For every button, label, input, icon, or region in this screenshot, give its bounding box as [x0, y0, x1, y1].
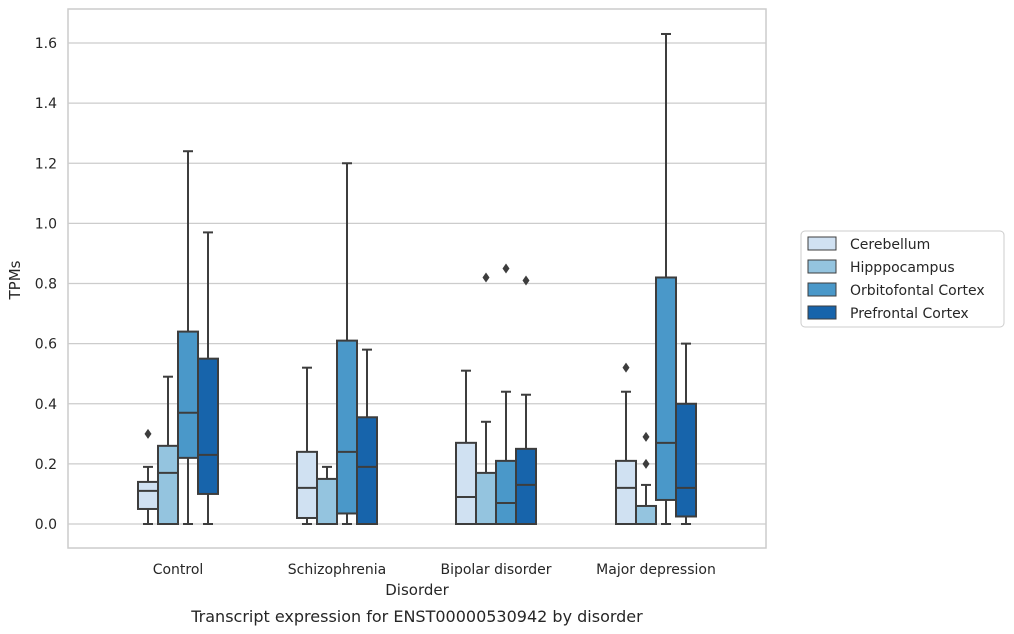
- box-orbitofontal-cortex-bipolar-disorder: [495, 263, 517, 525]
- box-iqr: [197, 357, 219, 495]
- x-axis-title: Disorder: [385, 581, 449, 599]
- box-iqr: [177, 330, 199, 459]
- box-cerebellum-bipolar-disorder: [455, 369, 477, 525]
- legend-label-orbitofontal-cortex: Orbitofontal Cortex: [850, 283, 985, 299]
- x-tick-labels: Control Schizophrenia Bipolar disorder Majo…: [153, 562, 716, 578]
- x-tick-label-bipolar-disorder: Bipolar disorder: [440, 562, 551, 578]
- legend-label-prefrontal-cortex: Prefrontal Cortex: [850, 306, 969, 322]
- x-tick-label-schizophrenia: Schizophrenia: [288, 562, 386, 578]
- legend: Cerebellum Hipppocampus Orbitofontal Corte…: [800, 230, 1005, 328]
- x-tick-label-control: Control: [153, 562, 204, 578]
- box-hipppocampus-bipolar-disorder: [475, 272, 497, 525]
- box-orbitofontal-cortex-major-depression: [655, 32, 677, 525]
- y-tick-label: 0.4: [35, 397, 57, 413]
- box-hipppocampus-control: [157, 375, 179, 525]
- box-iqr: [615, 459, 637, 525]
- box-iqr: [475, 471, 497, 525]
- plot-frame: [67, 8, 767, 549]
- y-tick-label: 1.4: [35, 96, 57, 112]
- outlier-point: [642, 458, 650, 469]
- box-iqr: [316, 477, 338, 525]
- box-prefrontal-cortex-bipolar-disorder: [515, 275, 537, 525]
- outlier-point: [144, 428, 152, 439]
- box-iqr: [137, 480, 159, 510]
- outlier-point: [522, 275, 530, 286]
- box-cerebellum-major-depression: [615, 362, 637, 525]
- y-axis-title: TPMs: [6, 260, 24, 300]
- box-iqr: [675, 402, 697, 518]
- legend-label-hipppocampus: Hipppocampus: [850, 260, 955, 276]
- box-iqr: [635, 504, 657, 525]
- legend-swatch-prefrontal-cortex: [807, 305, 837, 320]
- box-iqr: [515, 447, 537, 525]
- box-cerebellum-schizophrenia: [296, 366, 318, 525]
- box-iqr: [296, 450, 318, 519]
- box-iqr: [655, 276, 677, 501]
- box-cerebellum-control: [137, 428, 159, 525]
- legend-swatch-cerebellum: [807, 236, 837, 251]
- box-orbitofontal-cortex-control: [177, 150, 199, 525]
- y-tick-label: 0.0: [35, 517, 57, 533]
- box-iqr: [336, 339, 358, 515]
- legend-swatch-orbitofontal-cortex: [807, 282, 837, 297]
- outlier-point: [622, 362, 630, 373]
- box-iqr: [356, 416, 378, 526]
- y-tick-label: 0.2: [35, 457, 57, 473]
- box-iqr: [455, 441, 477, 525]
- x-tick-label-major-depression: Major depression: [596, 562, 716, 578]
- box-prefrontal-cortex-major-depression: [675, 342, 697, 525]
- legend-swatch-hipppocampus: [807, 259, 837, 274]
- y-tick-label: 0.8: [35, 277, 57, 293]
- box-iqr: [157, 444, 179, 525]
- box-hipppocampus-major-depression: [635, 431, 657, 525]
- box-hipppocampus-schizophrenia: [316, 465, 338, 525]
- box-plots: [137, 32, 697, 526]
- outlier-point: [482, 272, 490, 283]
- chart-caption: Transcript expression for ENST0000053094…: [190, 607, 643, 626]
- box-orbitofontal-cortex-schizophrenia: [336, 162, 358, 525]
- y-tick-label: 1.0: [35, 216, 57, 232]
- y-tick-label: 0.6: [35, 337, 57, 353]
- y-tick-label: 1.2: [35, 156, 57, 172]
- box-prefrontal-cortex-schizophrenia: [356, 348, 378, 526]
- outlier-point: [642, 431, 650, 442]
- legend-frame: [800, 230, 1005, 328]
- box-iqr: [495, 459, 517, 525]
- outlier-point: [502, 263, 510, 274]
- y-tick-label: 1.6: [35, 36, 57, 52]
- box-prefrontal-cortex-control: [197, 231, 219, 525]
- y-tick-labels: 0.0 0.2 0.4 0.6 0.8 1.0 1.2 1.4 1.6: [35, 36, 57, 533]
- legend-label-cerebellum: Cerebellum: [850, 237, 930, 253]
